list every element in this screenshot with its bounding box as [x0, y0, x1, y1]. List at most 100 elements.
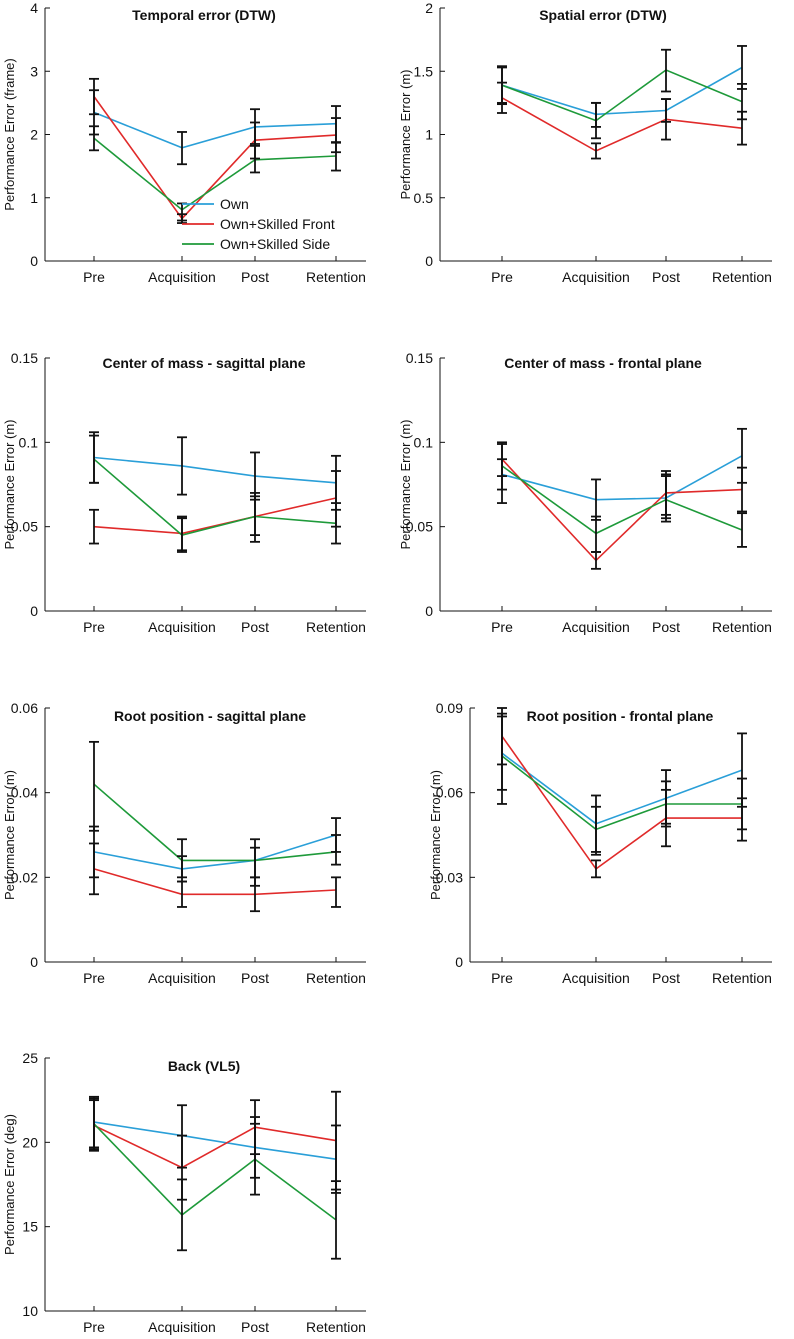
y-tick-label: 0.04	[11, 785, 38, 801]
chart-title: Center of mass - frontal plane	[504, 355, 702, 371]
y-tick-label: 1.5	[414, 63, 434, 79]
series-line	[93, 834, 337, 870]
y-tick-label: 0	[30, 954, 38, 970]
series-line	[501, 458, 743, 562]
y-tick-label: 0.1	[19, 434, 39, 450]
series-line	[501, 755, 742, 831]
x-tick-label: Retention	[712, 269, 772, 285]
y-tick-label: 0	[425, 603, 433, 619]
x-tick-label: Pre	[83, 1319, 105, 1335]
x-tick-label: Retention	[306, 619, 366, 635]
chart-panel-3: Center of mass - sagittal plane Performan…	[2, 350, 366, 635]
y-axis-label: Performance Error (frame)	[2, 58, 17, 210]
x-tick-label: Acquisition	[148, 1319, 216, 1335]
x-tick-label: Acquisition	[562, 619, 630, 635]
y-tick-label: 0.5	[414, 190, 434, 206]
series-line	[93, 868, 337, 896]
series-line	[93, 111, 337, 149]
y-tick-label: 0	[30, 253, 38, 269]
series-line	[93, 1123, 337, 1221]
chart-panel-1: Temporal error (DTW) Performance Error (f…	[2, 0, 366, 285]
y-tick-label: 0.05	[11, 519, 38, 535]
x-tick-label: Pre	[491, 619, 513, 635]
series-line	[93, 783, 337, 862]
x-tick-label: Retention	[306, 269, 366, 285]
series-line	[501, 735, 742, 871]
chart-title: Root position - frontal plane	[527, 708, 714, 724]
y-tick-label: 25	[22, 1050, 38, 1066]
chart-panels: Temporal error (DTW) Performance Error (f…	[2, 0, 772, 1335]
series-line	[93, 458, 337, 536]
legend-label-own-skilled-front: Own+Skilled Front	[220, 216, 335, 232]
x-tick-label: Pre	[83, 619, 105, 635]
legend: Own Own+Skilled Front Own+Skilled Side	[182, 196, 335, 252]
y-tick-label: 0.15	[11, 350, 38, 366]
y-tick-label: 0.1	[414, 434, 434, 450]
x-tick-label: Pre	[491, 269, 513, 285]
y-tick-label: 0.06	[436, 785, 463, 801]
y-tick-label: 1	[425, 127, 433, 143]
chart-title: Temporal error (DTW)	[132, 7, 276, 23]
y-tick-label: 10	[22, 1303, 38, 1319]
x-tick-label: Pre	[83, 970, 105, 986]
series-line	[93, 137, 337, 211]
y-axis-label: Performance Error (m)	[398, 69, 413, 199]
y-tick-label: 0.09	[436, 700, 463, 716]
y-tick-label: 1	[30, 190, 38, 206]
x-tick-label: Acquisition	[148, 970, 216, 986]
y-tick-label: 0	[30, 603, 38, 619]
y-tick-label: 0	[425, 253, 433, 269]
y-tick-label: 0.06	[11, 700, 38, 716]
x-tick-label: Acquisition	[562, 970, 630, 986]
y-tick-label: 2	[30, 127, 38, 143]
series-line	[501, 455, 743, 501]
chart-title: Spatial error (DTW)	[539, 7, 667, 23]
y-tick-label: 0.02	[11, 869, 38, 885]
y-axis-label: Performance Error (m)	[2, 419, 17, 549]
x-tick-label: Post	[652, 970, 680, 986]
legend-label-own-skilled-side: Own+Skilled Side	[220, 236, 330, 252]
x-tick-label: Post	[241, 970, 269, 986]
y-tick-label: 2	[425, 0, 433, 16]
series-line	[501, 97, 743, 152]
x-tick-label: Pre	[83, 269, 105, 285]
legend-label-own: Own	[220, 196, 249, 212]
chart-panel-2: Spatial error (DTW) Performance Error (m)…	[398, 0, 772, 285]
chart-title: Back (VL5)	[168, 1058, 240, 1074]
x-tick-label: Post	[652, 619, 680, 635]
x-tick-label: Retention	[306, 970, 366, 986]
x-tick-label: Pre	[491, 970, 513, 986]
series-line	[93, 96, 337, 220]
chart-panel-5: Root position - sagittal plane Performanc…	[2, 700, 366, 986]
y-tick-label: 3	[30, 63, 38, 79]
x-tick-label: Post	[241, 619, 269, 635]
x-tick-label: Post	[241, 1319, 269, 1335]
y-axis-label: Performance Error (m)	[428, 770, 443, 900]
y-tick-label: 0	[455, 954, 463, 970]
y-tick-label: 4	[30, 0, 38, 16]
x-tick-label: Acquisition	[562, 269, 630, 285]
y-axis-label: Performance Error (deg)	[2, 1114, 17, 1255]
x-tick-label: Acquisition	[148, 619, 216, 635]
chart-title: Center of mass - sagittal plane	[102, 355, 305, 371]
y-tick-label: 15	[22, 1219, 38, 1235]
x-tick-label: Retention	[306, 1319, 366, 1335]
series-line	[93, 456, 337, 484]
x-tick-label: Post	[652, 269, 680, 285]
series-line	[93, 1121, 337, 1160]
chart-title: Root position - sagittal plane	[114, 708, 306, 724]
y-tick-label: 20	[22, 1134, 38, 1150]
y-tick-label: 0.03	[436, 869, 463, 885]
series-line	[501, 69, 743, 122]
x-tick-label: Post	[241, 269, 269, 285]
chart-panel-4: Center of mass - frontal plane Performanc…	[398, 350, 772, 635]
x-tick-label: Retention	[712, 970, 772, 986]
series-line	[501, 66, 743, 116]
series-line	[93, 497, 337, 535]
series-line	[501, 752, 743, 825]
y-tick-label: 0.15	[406, 350, 433, 366]
chart-panel-6: Root position - frontal plane Performance…	[428, 700, 772, 986]
x-tick-label: Retention	[712, 619, 772, 635]
x-tick-label: Acquisition	[148, 269, 216, 285]
